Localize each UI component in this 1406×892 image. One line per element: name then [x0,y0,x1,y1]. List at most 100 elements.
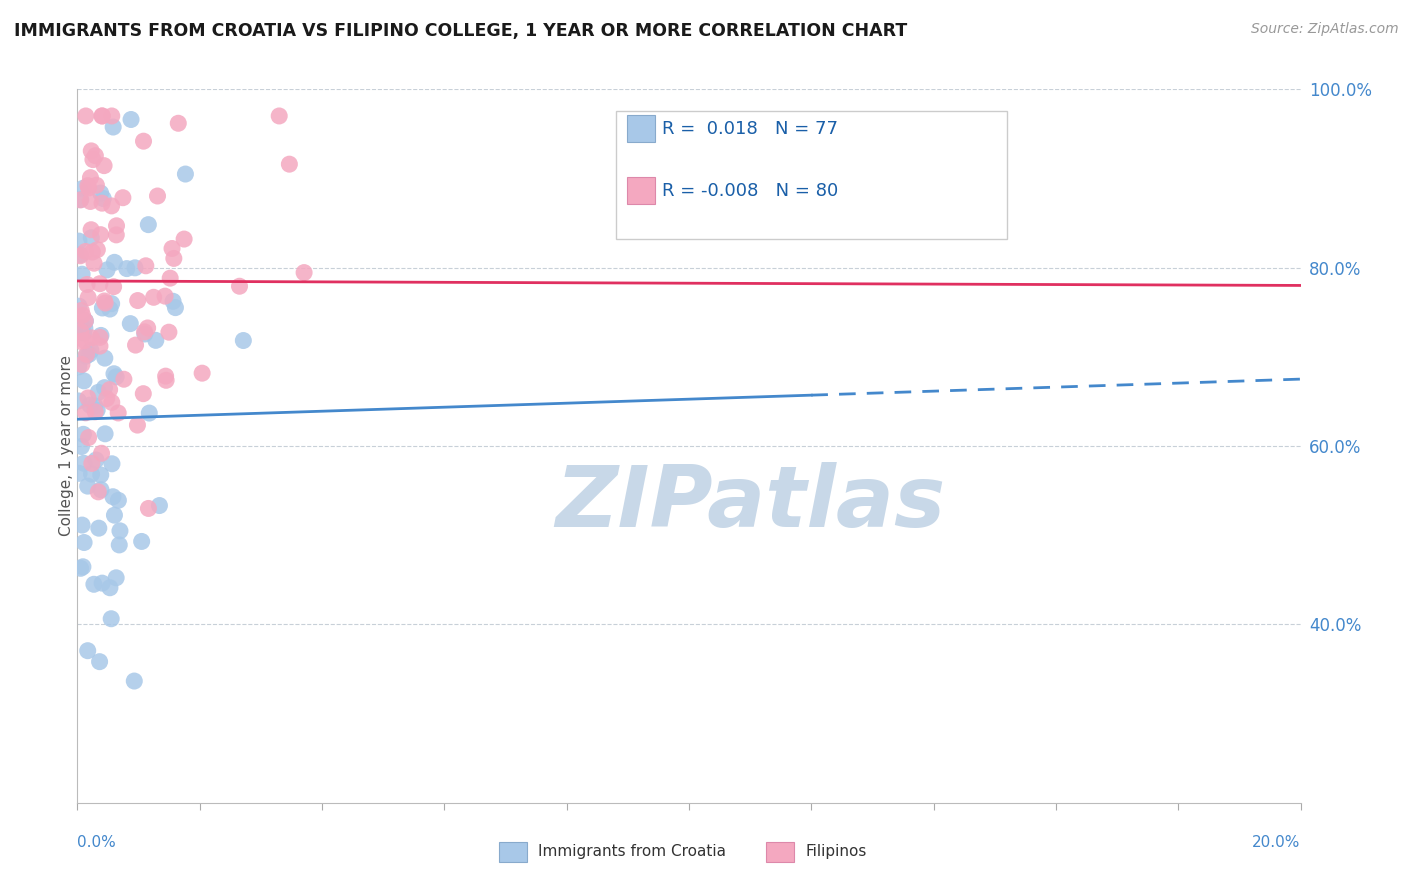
Point [101,490,124,504]
Point [191,366,214,380]
Point [96,392,118,406]
Point [94,426,117,441]
Point [80,231,103,245]
Point [135,259,157,273]
Point [69,249,91,263]
Point [157,325,180,339]
Y-axis label: College, 1 year or more: College, 1 year or more [59,356,73,536]
Point [80,331,103,345]
Point [228,279,250,293]
Point [67,467,90,481]
Point [76,643,98,657]
Point [127,293,149,308]
Point [70,319,93,334]
Point [70,303,93,318]
Point [73,334,96,348]
Point [72,308,94,322]
Point [69,561,91,575]
Point [101,457,124,471]
Text: IMMIGRANTS FROM CROATIA VS FILIPINO COLLEGE, 1 YEAR OR MORE CORRELATION CHART: IMMIGRANTS FROM CROATIA VS FILIPINO COLL… [14,22,907,40]
Point [105,571,128,585]
Point [100,612,122,626]
Point [91,109,114,123]
Point [84,405,107,419]
Point [98,383,121,397]
Point [103,508,125,523]
Point [292,266,315,280]
Point [105,219,128,233]
Point [72,427,94,442]
Point [89,277,111,291]
Point [132,386,155,401]
Point [93,159,115,173]
Point [76,277,98,292]
Point [96,263,118,277]
Point [69,334,91,349]
Point [124,673,146,688]
Point [153,289,176,303]
Point [70,440,93,454]
Point [69,193,91,207]
Point [75,244,97,259]
Point [100,395,122,409]
Point [67,393,90,408]
Point [159,271,181,285]
Point [77,431,100,445]
Point [83,256,105,270]
Point [82,245,104,260]
Point [146,189,169,203]
Point [87,385,110,400]
Point [89,330,111,344]
Point [91,301,114,315]
Point [134,325,156,339]
Point [86,243,108,257]
Point [89,655,111,669]
Text: Source: ZipAtlas.com: Source: ZipAtlas.com [1251,22,1399,37]
Point [80,457,103,471]
Point [120,317,142,331]
Point [127,418,149,433]
Text: 0.0%: 0.0% [77,835,117,850]
Point [70,358,93,372]
Text: Filipinos: Filipinos [806,845,868,859]
Point [73,374,96,388]
Point [67,359,90,374]
Point [131,534,153,549]
Point [138,501,160,516]
Point [155,369,177,384]
Point [115,261,138,276]
Point [91,192,114,206]
Point [79,170,101,185]
Point [83,577,105,591]
Point [80,223,103,237]
Point [98,301,121,316]
Point [145,334,167,348]
Point [90,446,112,460]
Point [84,453,107,467]
Point [90,186,112,200]
Point [124,338,146,352]
Point [100,109,122,123]
Point [82,153,104,167]
Point [75,406,97,420]
Point [90,467,112,482]
Text: Immigrants from Croatia: Immigrants from Croatia [538,845,727,859]
Point [77,391,100,405]
Point [162,294,184,309]
Text: ZIPatlas: ZIPatlas [555,461,945,545]
Point [138,406,160,420]
Point [87,521,110,535]
Point [75,314,97,328]
Point [80,343,103,358]
Text: 20.0%: 20.0% [1253,835,1301,850]
Point [72,559,94,574]
Point [70,267,93,281]
Point [73,321,96,335]
Point [90,227,112,242]
Point [80,144,103,158]
Point [278,157,301,171]
Point [155,373,177,387]
Point [86,403,108,417]
Point [91,196,114,211]
Point [160,242,183,256]
